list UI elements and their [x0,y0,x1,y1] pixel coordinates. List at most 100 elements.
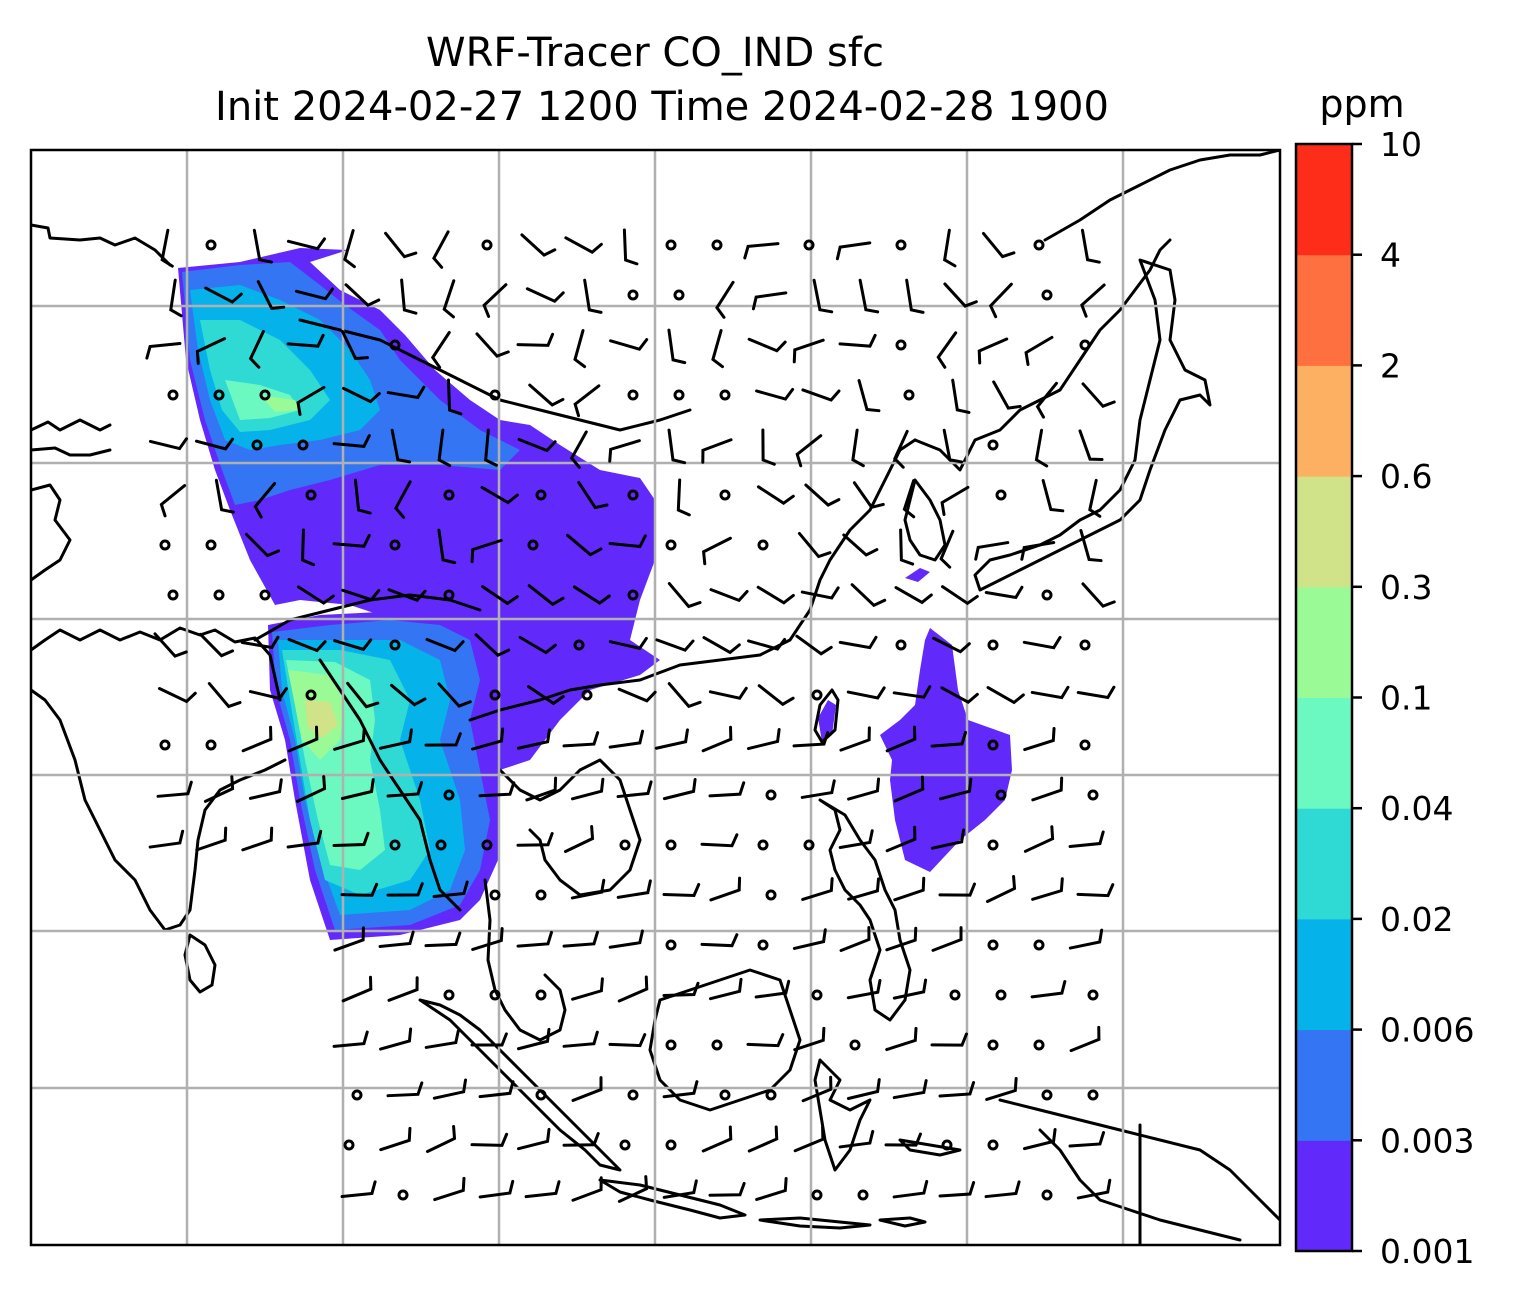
wind-barb-calm [987,839,999,851]
wind-barb [667,682,702,709]
wind-barb [566,533,603,557]
wind-barb [943,282,978,308]
wind-barb [609,338,649,351]
wind-barb-calm [1033,239,1045,251]
wind-barb [792,338,825,364]
wind-barb [424,732,462,747]
wind-barb [525,287,565,304]
wind-barb [332,1030,369,1048]
wind-barb [577,480,609,510]
wind-barb-calm [489,889,501,901]
wind-barb-calm [205,239,217,251]
wind-barb-calm [987,1039,999,1051]
coastline-philippines [818,798,912,1022]
wind-barb-calm [1079,639,1091,651]
colorbar: ppm 0.001 0.003 0.006 0.02 0.04 0.1 0.3 0.6 2 4 10 [1294,82,1474,1271]
wind-barb [617,975,649,1003]
wind-barb-calm [711,1039,723,1051]
wind-barb [985,1077,1018,1101]
wind-barb-calm [1079,739,1091,751]
wind-barb [333,727,366,751]
wind-barb-calm [489,389,501,401]
wind-barb [214,478,235,514]
wind-barb [892,978,928,1000]
wind-barb [379,1027,413,1051]
wind-barb [340,778,375,801]
wind-barb [756,585,795,605]
wind-barb [424,931,462,948]
wind-barb-calm [481,839,493,851]
wind-barb-calm [711,239,723,251]
wind-barb [518,635,557,655]
wind-barb [936,331,958,369]
wind-barb [899,528,915,566]
wind-barb [667,428,687,465]
colorbar-tick-label: 0.006 [1380,1011,1474,1050]
wind-barb [930,828,966,850]
wind-barb [793,1026,826,1052]
wind-barb [662,981,700,997]
wind-barb [839,726,871,752]
wind-barb [1023,726,1056,752]
wind-barb [847,877,881,901]
wind-barb [708,686,748,700]
wind-barb [951,378,971,414]
wind-barb [241,725,273,753]
wind-barb-calm [765,889,777,901]
wind-barb [470,538,503,564]
wind-barb [700,933,739,948]
wind-barb [379,1126,412,1152]
wind-barb-calm [665,1139,677,1151]
wind-barb [432,230,450,269]
wind-barb [850,583,887,608]
wind-barb [708,1181,746,1197]
wind-barb [885,825,917,853]
wind-barb [988,282,1013,319]
wind-barb [333,638,373,652]
wind-barb [248,329,265,369]
wind-barb-calm [627,1089,639,1101]
wind-barb [252,228,273,264]
wind-barb-calm [573,639,585,651]
wind-barb [700,833,739,848]
wind-barb-calm [757,539,769,551]
wind-barb [708,781,746,798]
wind-barb [1022,1127,1057,1151]
map-panel [31,150,1280,1245]
wind-barb [341,588,381,602]
wind-barb [800,586,840,600]
wind-barb [616,780,653,799]
wind-barb [974,541,1010,561]
wind-barb [562,1132,600,1147]
wind-barb [563,825,595,853]
wind-barb [256,280,286,310]
wind-barb [390,428,412,464]
wind-barb [332,831,370,847]
wind-barb [701,1125,733,1153]
wind-barb-calm [627,489,639,501]
wind-barb [240,635,280,650]
wind-barb-calm [251,439,263,451]
wind-barb-calm [857,1189,869,1201]
wind-barb [1076,883,1115,898]
wind-barb [480,485,519,505]
wind-barb [562,1030,599,1048]
wind-barb [332,534,371,548]
coastline-taiwan [813,688,840,744]
wind-barb [894,586,933,605]
wind-barb [1081,382,1116,408]
wind-barb-calm [849,1039,861,1051]
wind-barb [756,485,795,506]
wind-barb [940,686,979,704]
coastline-lesser-sunda [758,1216,927,1230]
wind-barb [981,231,1016,259]
wind-barb-calm [1041,589,1053,601]
wind-barb-calm [627,589,639,601]
colorbar-tick-label: 0.003 [1380,1121,1474,1160]
wind-barb [516,832,554,847]
wind-barb-calm [719,389,731,401]
wind-barb [571,1176,603,1202]
coastline-sumatra [418,998,622,1172]
wind-barb [386,882,424,897]
wind-barb [1030,980,1067,999]
